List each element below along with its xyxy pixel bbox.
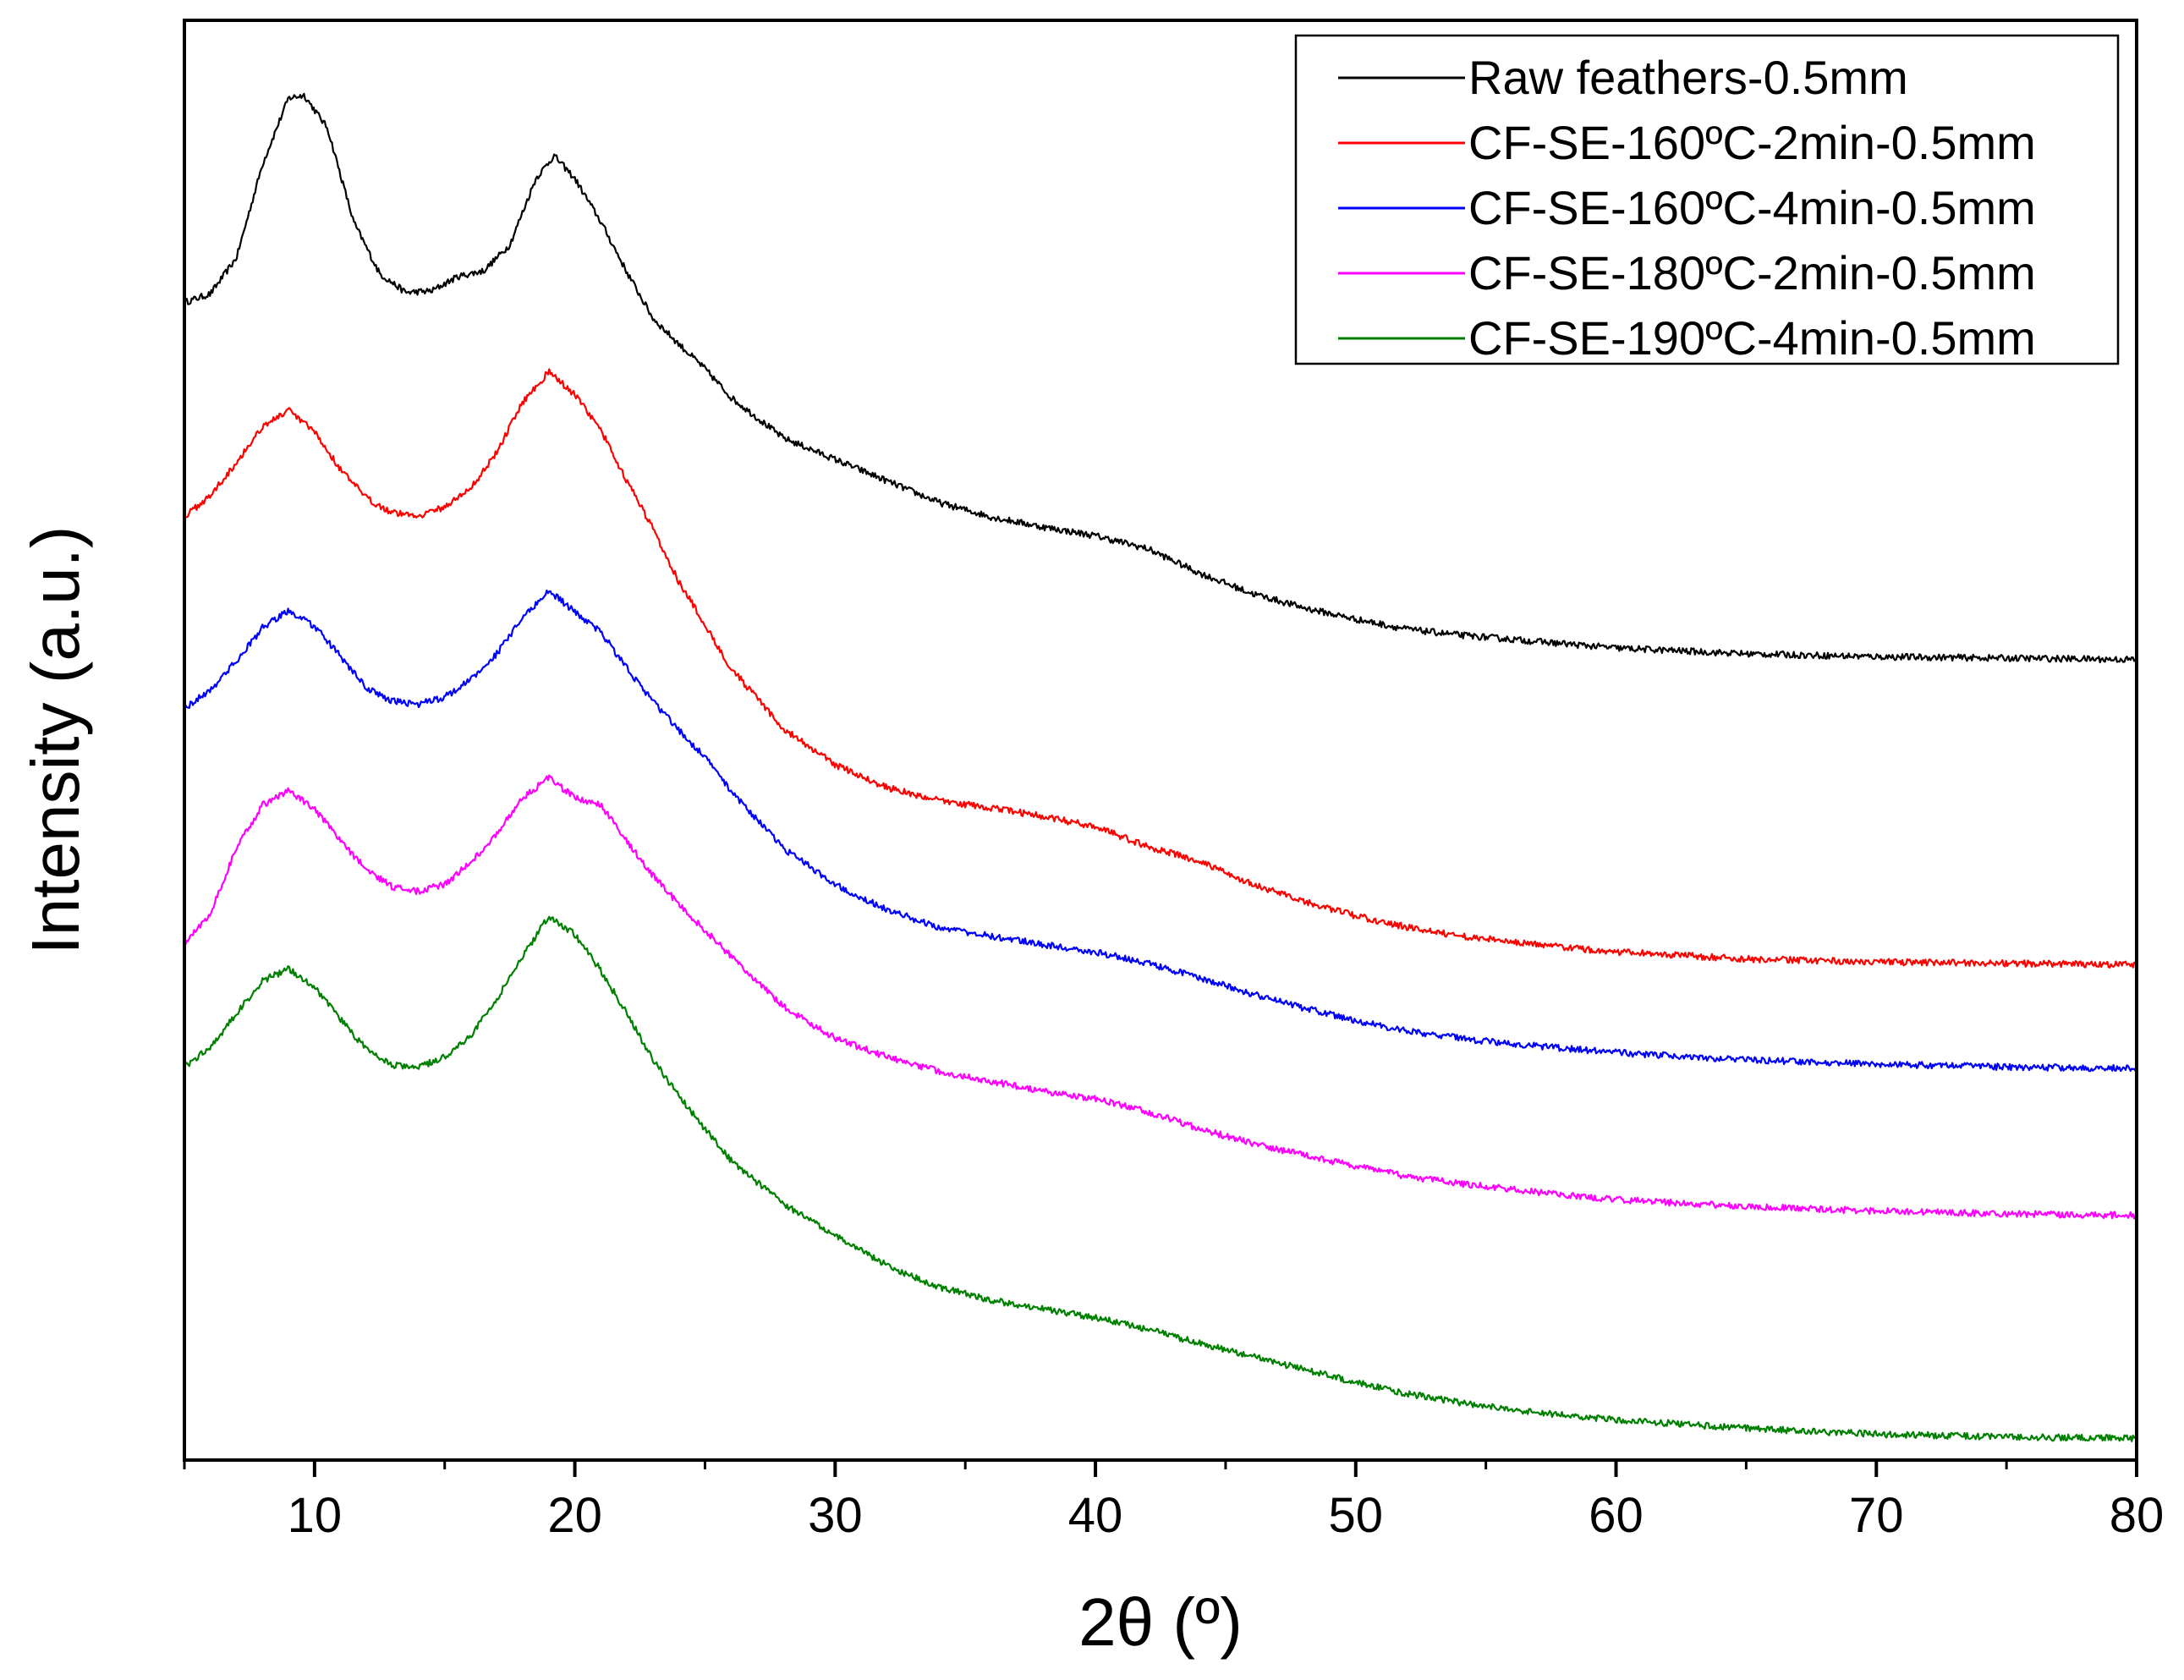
- x-tick-label: 60: [1589, 1488, 1643, 1543]
- legend: Raw feathers-0.5mm CF-SE-160ºC-2min-0.5mm…: [1294, 34, 2120, 365]
- series-line-2: [184, 368, 2137, 969]
- series-layer: [183, 92, 2137, 1442]
- series-line-1: [183, 92, 2137, 664]
- legend-label-3: CF-SE-160ºC-4min-0.5mm: [1468, 181, 2036, 234]
- y-axis-title: Intensity (a.u.): [18, 526, 93, 955]
- x-tick-label: 30: [808, 1488, 863, 1543]
- x-tick-label: 70: [1849, 1488, 1904, 1543]
- x-tick-label: 80: [2110, 1488, 2165, 1543]
- series-line-3: [183, 589, 2137, 1073]
- x-tick-label: 40: [1068, 1488, 1123, 1543]
- x-tick-label: 20: [547, 1488, 602, 1543]
- series-line-5: [183, 915, 2137, 1442]
- legend-label-5: CF-SE-190ºC-4min-0.5mm: [1468, 311, 2036, 365]
- x-axis-ticks: 10 20 30 40 50 60 70 80: [183, 1460, 2165, 1543]
- series-line-4: [183, 774, 2137, 1220]
- legend-label-4: CF-SE-180ºC-2min-0.5mm: [1468, 246, 2036, 299]
- x-tick-label: 50: [1329, 1488, 1384, 1543]
- plot-frame: [183, 19, 2138, 1462]
- x-axis-title: 2θ (º): [1078, 1584, 1243, 1660]
- legend-box: [1294, 34, 2120, 365]
- x-tick-label: 10: [288, 1488, 343, 1543]
- legend-label-1: Raw feathers-0.5mm: [1468, 51, 1908, 104]
- legend-label-2: CF-SE-160ºC-2min-0.5mm: [1468, 116, 2036, 169]
